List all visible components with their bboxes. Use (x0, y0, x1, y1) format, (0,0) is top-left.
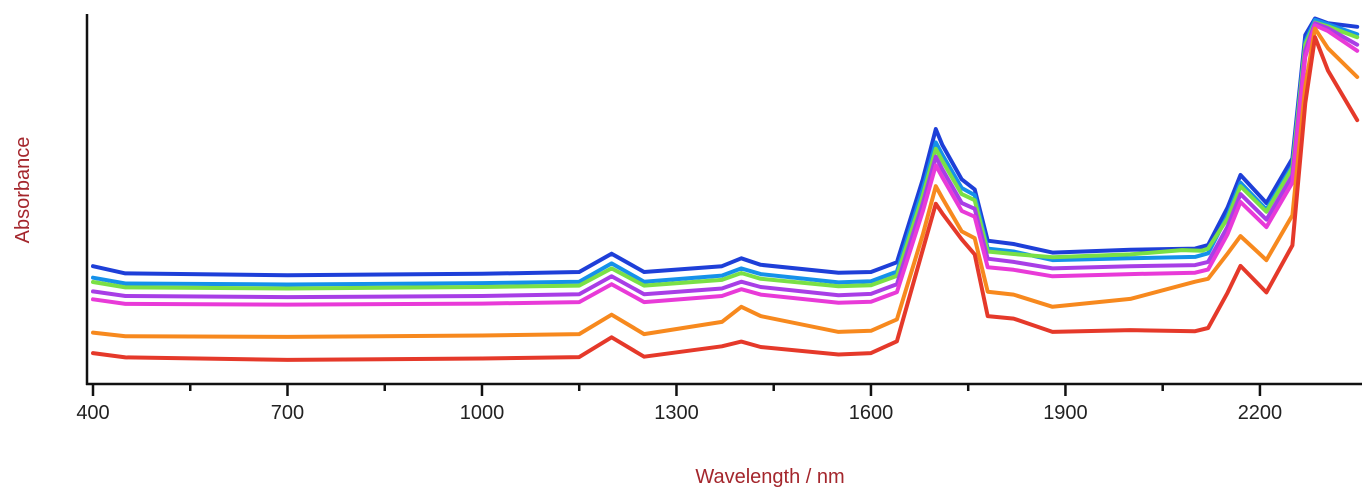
spectrum-series-6 (91, 26, 1360, 339)
x-tick-label-1300: 1300 (654, 402, 699, 424)
x-tick-label-700: 700 (271, 402, 304, 424)
x-tick-layer: 400 700 1000 1300 1600 1900 2200 (76, 384, 1282, 424)
x-tick-label-2200: 2200 (1238, 402, 1283, 424)
spectrum-series-4 (91, 21, 1360, 300)
x-tick-label-1600: 1600 (849, 402, 894, 424)
spectrum-series-2 (91, 17, 1360, 287)
spectrum-series-5 (91, 23, 1360, 307)
x-axis-title: Wavelength / nm (695, 466, 844, 488)
spectrum-series-7 (91, 35, 1360, 362)
spectrum-series-3 (91, 20, 1360, 291)
series-layer (91, 16, 1360, 362)
x-tick-label-1000: 1000 (460, 402, 505, 424)
x-tick-label-400: 400 (76, 402, 109, 424)
y-axis-title: Absorbance (12, 137, 34, 244)
x-tick-label-1900: 1900 (1043, 402, 1088, 424)
spectrum-series-1 (91, 16, 1360, 278)
